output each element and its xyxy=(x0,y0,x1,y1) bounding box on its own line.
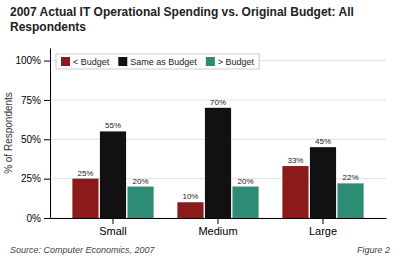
legend-label: < Budget xyxy=(73,57,110,67)
y-tick-mark xyxy=(44,218,50,219)
data-label: 20% xyxy=(238,177,254,186)
bar xyxy=(282,166,308,218)
bar-series xyxy=(127,183,363,218)
legend-label: Same as Budget xyxy=(130,57,197,67)
y-tick-mark xyxy=(44,100,50,101)
data-label: 25% xyxy=(77,169,93,178)
x-tick-mark xyxy=(113,218,114,224)
legend-frame xyxy=(56,54,259,69)
y-axis-title: % of Respondents xyxy=(3,92,14,174)
data-label: 22% xyxy=(343,173,359,182)
annotation: Figure 2 xyxy=(357,245,390,255)
chart: 2007 Actual IT Operational Spending vs. … xyxy=(0,0,400,258)
y-tick: 50% xyxy=(21,134,50,145)
x-tick-label: Small xyxy=(99,225,127,237)
legend-item: Same as Budget xyxy=(118,57,197,67)
bar xyxy=(232,187,258,218)
bar-series xyxy=(100,108,336,218)
x-tick-mark xyxy=(218,218,219,224)
bar xyxy=(177,202,203,218)
y-tick-mark xyxy=(44,61,50,62)
y-tick: 75% xyxy=(21,95,50,106)
legend: < Budget Same as Budget > Budget xyxy=(56,54,259,69)
data-label: 70% xyxy=(210,98,226,107)
legend-item: > Budget xyxy=(206,57,255,67)
legend-label: > Budget xyxy=(218,57,255,67)
y-tick-label: 50% xyxy=(21,134,41,145)
data-label: 33% xyxy=(287,156,303,165)
data-label: 55% xyxy=(105,121,121,130)
grid xyxy=(50,61,386,218)
y-tick-label: 25% xyxy=(21,173,41,184)
data-labels: 25% 10% 33% 55% 70% 45% 20% 20% 22% xyxy=(77,98,358,201)
title-line: 2007 Actual IT Operational Spending vs. … xyxy=(10,5,357,19)
x-tick: Small xyxy=(99,218,127,237)
title: 2007 Actual IT Operational Spending vs. … xyxy=(10,5,357,34)
legend-swatch xyxy=(61,57,70,66)
legend-item: < Budget xyxy=(61,57,110,67)
y-axis-line xyxy=(50,49,51,219)
y-tick: 0% xyxy=(27,213,50,224)
x-tick-label: Large xyxy=(309,225,337,237)
x-axis: Small Medium Large xyxy=(51,218,387,237)
y-tick-label: 0% xyxy=(27,213,42,224)
y-tick-mark xyxy=(44,139,50,140)
x-tick-label: Medium xyxy=(198,225,237,237)
bar xyxy=(205,108,231,218)
bar xyxy=(72,179,98,218)
legend-swatch xyxy=(118,57,127,66)
data-label: 10% xyxy=(182,192,198,201)
bar xyxy=(310,147,336,218)
bar xyxy=(337,183,363,218)
y-axis: 0% 25% 50% 75% 100% xyxy=(15,49,50,224)
x-tick: Large xyxy=(309,218,337,237)
bar xyxy=(127,187,153,218)
data-label: 45% xyxy=(315,137,331,146)
title-line: Respondents xyxy=(10,20,86,34)
y-tick-label: 100% xyxy=(15,55,41,66)
y-tick: 25% xyxy=(21,173,50,184)
annotation: Source: Computer Economics, 2007 xyxy=(10,245,156,255)
x-tick: Medium xyxy=(198,218,237,237)
legend-swatch xyxy=(206,57,215,66)
bar xyxy=(100,131,126,218)
x-tick-mark xyxy=(323,218,324,224)
bars xyxy=(72,108,363,218)
y-tick-mark xyxy=(44,179,50,180)
y-tick-label: 75% xyxy=(21,95,41,106)
data-label: 20% xyxy=(133,177,149,186)
y-tick: 100% xyxy=(15,55,50,66)
